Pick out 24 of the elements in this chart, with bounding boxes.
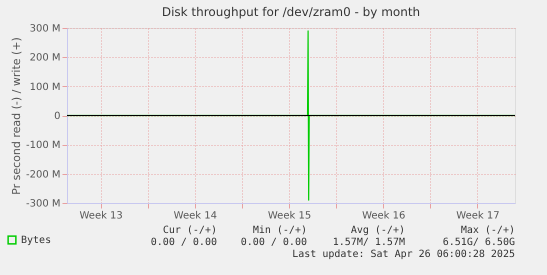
y-tick-label: 0 [54, 111, 60, 122]
text: 0.00 / 0.00 [150, 237, 217, 248]
y-tick-label: 200 M [30, 52, 60, 64]
y-tick-label: 100 M [30, 82, 60, 93]
legend-label: Bytes [21, 235, 52, 246]
y-tick-label: -300 M [26, 198, 60, 210]
text: Avg (-/+) [350, 225, 405, 236]
chart-title: Disk throughput for /dev/zram0 - by month [162, 5, 420, 19]
x-tick-label: Week 15 [268, 210, 312, 222]
text: 0.00 / 0.00 [240, 237, 307, 248]
text: Max (-/+) [460, 225, 515, 236]
x-tick-label: Week 13 [79, 210, 123, 222]
text: 1.57M/ 1.57M [332, 237, 405, 248]
text: Last update: Sat Apr 26 06:00:28 2025 [292, 249, 515, 260]
x-tick-label: Week 17 [456, 210, 500, 222]
y-tick-label: -200 M [26, 169, 60, 180]
y-tick-label: 300 M [30, 24, 60, 34]
x-tick-label: Week 14 [174, 210, 217, 222]
text: 6.51G/ 6.50G [442, 237, 515, 248]
y-tick-label: -100 M [26, 140, 60, 152]
text: Cur (-/+) [162, 225, 217, 236]
y-axis-title: Pr second read (-) / write (+) [10, 37, 23, 195]
x-tick-label: Week 16 [362, 210, 406, 222]
text: Min (-/+) [252, 225, 307, 236]
